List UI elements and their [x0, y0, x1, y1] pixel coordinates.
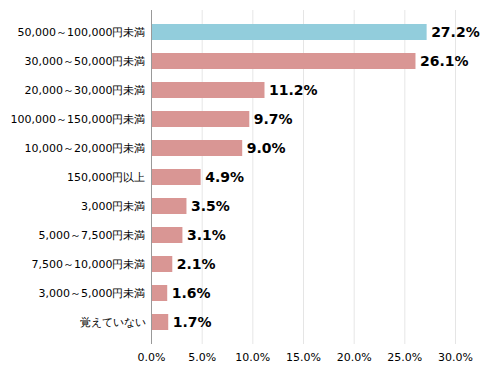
svg-text:100,000～150,000円未満: 100,000～150,000円未満 [11, 113, 146, 126]
svg-text:5,000～7,500円未満: 5,000～7,500円未満 [39, 229, 146, 242]
svg-text:3,000～5,000円未満: 3,000～5,000円未満 [39, 287, 146, 300]
svg-text:1.7%: 1.7% [173, 314, 212, 330]
svg-text:2.1%: 2.1% [177, 256, 216, 272]
svg-text:27.2%: 27.2% [431, 24, 480, 40]
svg-text:3,000円未満: 3,000円未満 [81, 200, 146, 213]
svg-text:1.6%: 1.6% [172, 285, 211, 301]
svg-text:30,000～50,000円未満: 30,000～50,000円未満 [25, 55, 146, 68]
svg-text:20.0%: 20.0% [337, 351, 372, 364]
svg-text:11.2%: 11.2% [269, 82, 318, 98]
svg-text:20,000～30,000円未満: 20,000～30,000円未満 [25, 84, 146, 97]
svg-text:4.9%: 4.9% [205, 169, 244, 185]
svg-text:10.0%: 10.0% [235, 351, 270, 364]
svg-text:10,000～20,000円未満: 10,000～20,000円未満 [25, 142, 146, 155]
svg-text:150,000円以上: 150,000円以上 [67, 171, 146, 184]
svg-text:26.1%: 26.1% [420, 53, 469, 69]
svg-text:15.0%: 15.0% [286, 351, 321, 364]
svg-text:7,500～10,000円未満: 7,500～10,000円未満 [32, 258, 146, 271]
svg-text:9.0%: 9.0% [247, 140, 286, 156]
svg-text:9.7%: 9.7% [254, 111, 293, 127]
svg-text:5.0%: 5.0% [188, 351, 216, 364]
svg-text:覚えていない: 覚えていない [80, 316, 146, 329]
svg-text:30.0%: 30.0% [438, 351, 473, 364]
svg-text:0.0%: 0.0% [138, 351, 166, 364]
svg-text:25.0%: 25.0% [387, 351, 422, 364]
svg-text:3.1%: 3.1% [187, 227, 226, 243]
svg-text:3.5%: 3.5% [191, 198, 230, 214]
svg-text:50,000～100,000円未満: 50,000～100,000円未満 [18, 26, 146, 39]
